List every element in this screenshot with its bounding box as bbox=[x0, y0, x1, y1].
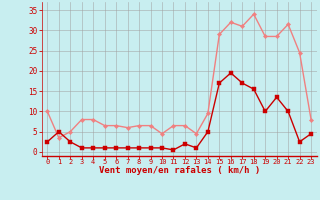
X-axis label: Vent moyen/en rafales ( km/h ): Vent moyen/en rafales ( km/h ) bbox=[99, 166, 260, 175]
